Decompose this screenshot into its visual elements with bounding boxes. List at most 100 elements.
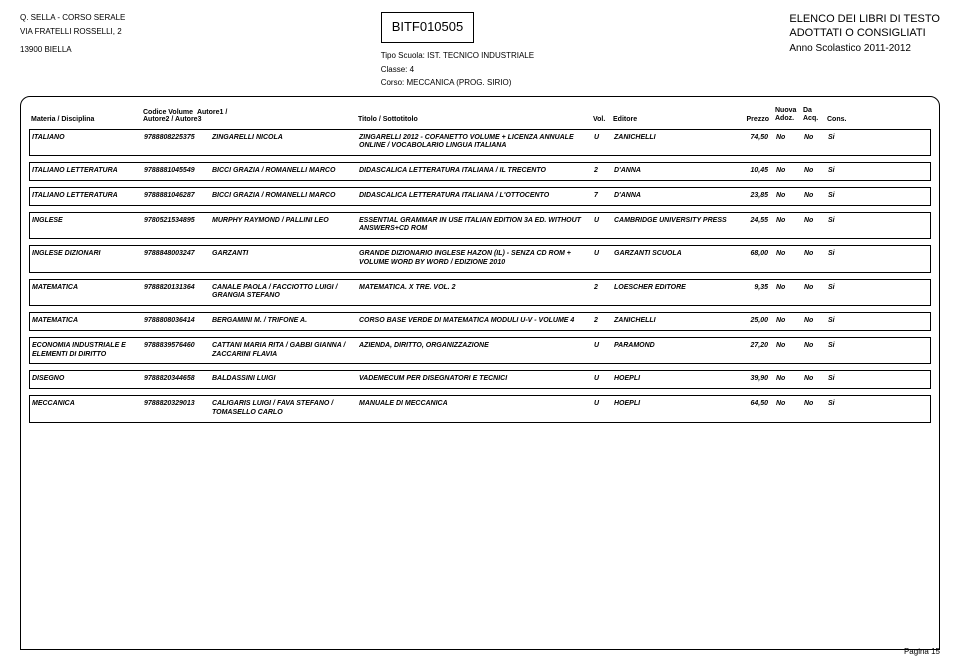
- cell-cons: Si: [828, 167, 850, 176]
- cell-vol: 2: [594, 317, 614, 326]
- cell-cons: Si: [828, 342, 850, 351]
- col-editore: Editore: [613, 116, 733, 123]
- cell-materia: MATEMATICA: [32, 317, 144, 326]
- cell-da: No: [804, 375, 828, 384]
- cell-materia: ITALIANO LETTERATURA: [32, 167, 144, 176]
- tipo-scuola-label: Tipo Scuola:: [381, 51, 425, 60]
- cell-autore: CANALE PAOLA / FACCIOTTO LUIGI / GRANGIA…: [212, 284, 359, 302]
- header-right: ELENCO DEI LIBRI DI TESTO ADOTTATI O CON…: [789, 12, 940, 55]
- table-row: ECONOMIA INDUSTRIALE E ELEMENTI DI DIRIT…: [29, 337, 931, 365]
- school-code: BITF010505: [381, 12, 475, 43]
- classe-label: Classe:: [381, 65, 408, 74]
- classe-value: 4: [410, 65, 414, 74]
- cell-titolo: GRANDE DIZIONARIO INGLESE HAZON (IL) - S…: [359, 250, 594, 268]
- cell-prezzo: 9,35: [734, 284, 776, 293]
- cell-titolo: ESSENTIAL GRAMMAR IN USE ITALIAN EDITION…: [359, 217, 594, 235]
- cell-materia: INGLESE DIZIONARI: [32, 250, 144, 259]
- cell-titolo: MATEMATICA. X TRE. VOL. 2: [359, 284, 594, 293]
- col-da: Da Acq.: [803, 107, 827, 122]
- cell-titolo: DIDASCALICA LETTERATURA ITALIANA / IL TR…: [359, 167, 594, 176]
- cell-autore: CALIGARIS LUIGI / FAVA STEFANO / TOMASEL…: [212, 400, 359, 418]
- cell-editore: HOEPLI: [614, 400, 734, 409]
- cell-titolo: CORSO BASE VERDE DI MATEMATICA MODULI U-…: [359, 317, 594, 326]
- header-center: BITF010505 Tipo Scuola: IST. TECNICO IND…: [381, 12, 534, 90]
- cell-codice: 9780521534895: [144, 217, 212, 226]
- cell-cons: Si: [828, 217, 850, 226]
- cell-cons: Si: [828, 400, 850, 409]
- cell-vol: U: [594, 342, 614, 351]
- cell-materia: MECCANICA: [32, 400, 144, 409]
- cell-titolo: VADEMECUM PER DISEGNATORI E TECNICI: [359, 375, 594, 384]
- cell-autore: BERGAMINI M. / TRIFONE A.: [212, 317, 359, 326]
- cell-titolo: AZIENDA, DIRITTO, ORGANIZZAZIONE: [359, 342, 594, 351]
- cell-prezzo: 24,55: [734, 217, 776, 226]
- cell-materia: ITALIANO LETTERATURA: [32, 192, 144, 201]
- cell-nuova: No: [776, 400, 804, 409]
- col-codice: Codice Volume Autore1 / Autore2 / Autore…: [143, 109, 233, 123]
- cell-codice: 9788881045549: [144, 167, 212, 176]
- cell-codice: 9788808036414: [144, 317, 212, 326]
- cell-vol: U: [594, 400, 614, 409]
- cell-autore: MURPHY RAYMOND / PALLINI LEO: [212, 217, 359, 226]
- cell-autore: ZINGARELLI NICOLA: [212, 134, 359, 143]
- col-prezzo: Prezzo: [733, 116, 775, 123]
- table-row: ITALIANO LETTERATURA9788881045549BICCI G…: [29, 162, 931, 181]
- school-year: Anno Scolastico 2011-2012: [789, 42, 940, 55]
- cell-vol: U: [594, 375, 614, 384]
- cell-codice: 9788820329013: [144, 400, 212, 409]
- cell-materia: ITALIANO: [32, 134, 144, 143]
- table-row: ITALIANO9788808225375ZINGARELLI NICOLAZI…: [29, 129, 931, 157]
- cell-da: No: [804, 342, 828, 351]
- page-footer: Pagina 15: [904, 647, 940, 656]
- cell-prezzo: 25,00: [734, 317, 776, 326]
- cell-editore: ZANICHELLI: [614, 317, 734, 326]
- table-row: ITALIANO LETTERATURA9788881046287BICCI G…: [29, 187, 931, 206]
- cell-da: No: [804, 400, 828, 409]
- cell-prezzo: 39,90: [734, 375, 776, 384]
- cell-prezzo: 27,20: [734, 342, 776, 351]
- column-headers: Materia / Disciplina Codice Volume Autor…: [29, 107, 931, 122]
- cell-nuova: No: [776, 134, 804, 143]
- cell-vol: U: [594, 134, 614, 143]
- cell-materia: DISEGNO: [32, 375, 144, 384]
- content-frame: Materia / Disciplina Codice Volume Autor…: [20, 96, 940, 650]
- cell-titolo: MANUALE DI MECCANICA: [359, 400, 594, 409]
- cell-autore: GARZANTI: [212, 250, 359, 259]
- cell-da: No: [804, 250, 828, 259]
- cell-vol: 2: [594, 167, 614, 176]
- cell-nuova: No: [776, 217, 804, 226]
- col-codice-text: Codice Volume: [143, 109, 193, 116]
- tipo-scuola-line: Tipo Scuola: IST. TECNICO INDUSTRIALE: [381, 50, 534, 63]
- cell-codice: 9788820131364: [144, 284, 212, 293]
- header-left: Q. SELLA - CORSO SERALE VIA FRATELLI ROS…: [20, 12, 125, 56]
- cell-prezzo: 68,00: [734, 250, 776, 259]
- doc-title-1: ELENCO DEI LIBRI DI TESTO: [789, 12, 940, 26]
- cell-editore: PARAMOND: [614, 342, 734, 351]
- school-city: 13900 BIELLA: [20, 44, 125, 56]
- cell-editore: D'ANNA: [614, 167, 734, 176]
- col-titolo: Titolo / Sottotitolo: [358, 116, 593, 123]
- cell-nuova: No: [776, 317, 804, 326]
- classe-line: Classe: 4: [381, 64, 534, 77]
- cell-codice: 9788839576460: [144, 342, 212, 351]
- cell-vol: 2: [594, 284, 614, 293]
- cell-editore: ZANICHELLI: [614, 134, 734, 143]
- cell-editore: GARZANTI SCUOLA: [614, 250, 734, 259]
- cell-cons: Si: [828, 284, 850, 293]
- col-nuova: Nuova Adoz.: [775, 107, 803, 122]
- tipo-scuola-value: IST. TECNICO INDUSTRIALE: [427, 51, 534, 60]
- col-da-l2: Acq.: [803, 115, 827, 123]
- cell-prezzo: 23,85: [734, 192, 776, 201]
- cell-codice: 9788848003247: [144, 250, 212, 259]
- cell-nuova: No: [776, 342, 804, 351]
- cell-autore: CATTANI MARIA RITA / GABBI GIANNA / ZACC…: [212, 342, 359, 360]
- col-nuova-l2: Adoz.: [775, 115, 803, 123]
- table-row: MATEMATICA9788808036414BERGAMINI M. / TR…: [29, 312, 931, 331]
- cell-cons: Si: [828, 250, 850, 259]
- page-header: Q. SELLA - CORSO SERALE VIA FRATELLI ROS…: [20, 12, 940, 90]
- cell-codice: 9788808225375: [144, 134, 212, 143]
- cell-editore: CAMBRIDGE UNIVERSITY PRESS: [614, 217, 734, 226]
- cell-editore: HOEPLI: [614, 375, 734, 384]
- cell-cons: Si: [828, 317, 850, 326]
- corso-label: Corso:: [381, 78, 405, 87]
